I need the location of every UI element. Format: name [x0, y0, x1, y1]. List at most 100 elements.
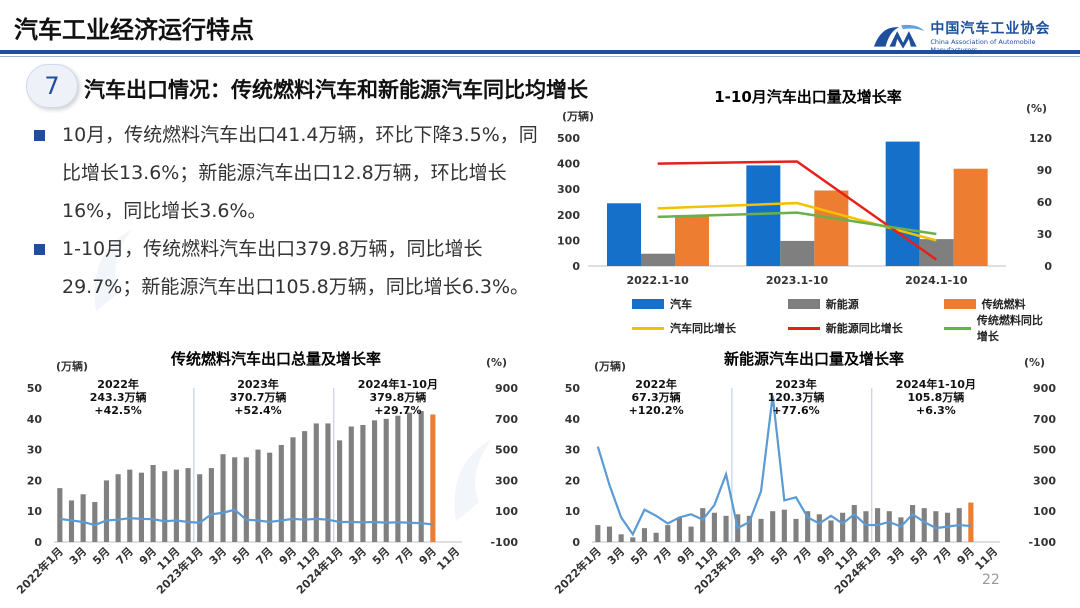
- y-tick-label: 300: [557, 183, 580, 196]
- y2-tick-label: 300: [1033, 474, 1056, 487]
- annotation-text: +77.6%: [772, 404, 819, 417]
- bar: [863, 511, 869, 542]
- bar: [770, 511, 776, 542]
- y-tick-label: 0: [572, 260, 580, 273]
- bar: [337, 440, 343, 542]
- bar: [746, 165, 781, 266]
- y2-tick-label: -100: [490, 536, 518, 549]
- logo-chinese-name: 中国汽车工业协会: [930, 21, 1051, 37]
- y2-tick-label: 90: [1037, 164, 1053, 177]
- bar: [676, 517, 682, 542]
- x-tick-label: 7月: [253, 545, 275, 567]
- y-tick-label: 40: [27, 413, 43, 426]
- right-axis-unit: (%): [1026, 102, 1047, 115]
- legend-item: 汽车: [632, 296, 788, 312]
- bar: [618, 534, 624, 542]
- chart-nev-monthly: 新能源汽车出口量及增长率 (万辆) (%) 0 10 20 30 40 50 -100 100 300…: [548, 340, 1072, 606]
- bar: [127, 469, 133, 542]
- bar: [781, 509, 787, 542]
- x-tick-label: 3月: [605, 545, 627, 567]
- x-tick-label: 3月: [347, 545, 369, 567]
- x-tick-label: 3月: [885, 545, 907, 567]
- bar: [290, 437, 296, 542]
- chart-annual-legend: 汽车 新能源 传统燃料 汽车同比增长 新能源同比增长 传统燃料同比增长: [632, 292, 1052, 343]
- legend-item: 传统燃料: [943, 296, 1052, 312]
- bar: [921, 508, 927, 542]
- x-tick-label: 11月: [972, 545, 1000, 573]
- y2-tick-label: 120: [1029, 132, 1052, 145]
- page-number: 22: [982, 572, 1000, 588]
- bar: [255, 449, 261, 542]
- header-divider-thin: [0, 56, 1080, 57]
- y-tick-label: 200: [557, 209, 580, 222]
- x-tick-label: 7月: [393, 545, 415, 567]
- bar: [325, 423, 331, 542]
- y2-tick-label: -100: [1028, 536, 1056, 549]
- annotation-text: 105.8万辆: [907, 390, 964, 404]
- annotation-text: 120.3万辆: [768, 390, 825, 404]
- x-tick-label: 5月: [908, 545, 930, 567]
- x-tick-label: 7月: [791, 545, 813, 567]
- bar: [886, 511, 892, 542]
- bar: [828, 520, 834, 542]
- x-tick-label: 7月: [652, 545, 674, 567]
- bar: [968, 502, 974, 542]
- section-heading: 汽车出口情况：传统燃料汽车和新能源汽车同比均增长: [84, 78, 588, 102]
- chart-fuel-monthly-svg: 传统燃料汽车出口总量及增长率 (万辆) (%) 0 10 20 30 40 50 -100 100 3…: [13, 350, 518, 597]
- left-axis-unit: (万辆): [594, 359, 626, 373]
- chart-nev-monthly-svg: 新能源汽车出口量及增长率 (万辆) (%) 0 10 20 30 40 50 -100 100 300…: [551, 350, 1056, 597]
- annotation-text: +42.5%: [94, 404, 141, 417]
- header-divider: [0, 50, 1080, 54]
- bar: [103, 480, 110, 542]
- bar: [840, 512, 846, 542]
- y-tick-label: 40: [565, 413, 581, 426]
- bar: [173, 469, 179, 542]
- legend-swatch: [787, 326, 820, 330]
- y-tick-label: 50: [565, 382, 581, 395]
- y2-tick-label: 100: [495, 505, 518, 518]
- legend-item: 汽车同比增长: [632, 320, 788, 336]
- x-tick-label: 3月: [67, 545, 89, 567]
- legend-swatch: [787, 299, 820, 309]
- bar: [243, 457, 249, 542]
- bar: [746, 515, 752, 542]
- annotation-text: 2023年: [237, 377, 279, 391]
- x-tick-label: 5月: [370, 545, 392, 567]
- annotation-text: 2022年: [635, 377, 677, 391]
- y-tick-label: 0: [572, 536, 580, 549]
- left-axis-unit: (万辆): [562, 109, 594, 123]
- bar: [595, 525, 601, 542]
- section-number-badge: 7: [26, 64, 78, 108]
- x-tick-label: 7月: [114, 545, 136, 567]
- bullet-item: 10月，传统燃料汽车出口41.4万辆，环比下降3.5%，同比增长13.6%；新能…: [30, 116, 540, 230]
- annotation-text: 2024年1-10月: [896, 377, 976, 391]
- y2-tick-label: 60: [1037, 196, 1053, 209]
- bar: [313, 423, 319, 542]
- y2-tick-label: 0: [1044, 260, 1052, 273]
- bar: [302, 431, 308, 542]
- annotation-text: +120.2%: [629, 404, 684, 417]
- bar: [641, 253, 675, 266]
- x-tick-label: 2024.1-10: [905, 274, 968, 287]
- bar: [723, 515, 729, 542]
- bar: [197, 474, 203, 542]
- series-line: [657, 211, 937, 236]
- bar: [805, 511, 811, 542]
- left-axis-unit: (万辆): [56, 359, 88, 373]
- bar: [430, 414, 436, 542]
- x-tick-label: 7月: [931, 545, 953, 567]
- legend-item: 新能源: [787, 296, 944, 312]
- x-tick-label: 3月: [745, 545, 767, 567]
- bar: [793, 518, 799, 542]
- legend-item: 新能源同比增长: [787, 320, 944, 336]
- legend-swatch: [943, 326, 971, 330]
- bullet-item: 1-10月，传统燃料汽车出口379.8万辆，同比增长29.7%；新能源汽车出口1…: [30, 230, 540, 306]
- growth-rate-line: [596, 395, 971, 537]
- bar: [150, 465, 156, 542]
- bullet-text: 1-10月，传统燃料汽车出口379.8万辆，同比增长29.7%；新能源汽车出口1…: [62, 238, 530, 298]
- y-tick-label: 100: [557, 234, 580, 247]
- annotation-text: 2023年: [775, 377, 817, 391]
- slide-title: 汽车工业经济运行特点: [14, 16, 254, 44]
- bar: [606, 526, 613, 542]
- annotation-text: 379.8万辆: [369, 390, 426, 404]
